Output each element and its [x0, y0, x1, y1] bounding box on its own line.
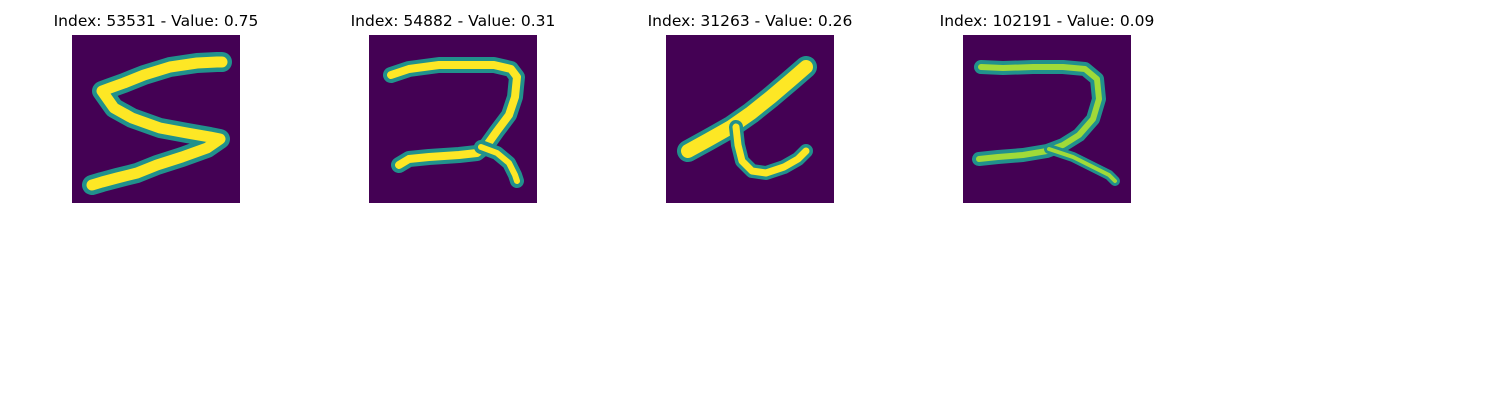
image-panel-4: Index: 102191 - Value: 0.09 — [940, 0, 1154, 210]
image-panel-2: Index: 54882 - Value: 0.31 — [351, 0, 555, 210]
image-panel-3: Index: 31263 - Value: 0.26 — [648, 0, 852, 210]
panel-title: Index: 31263 - Value: 0.26 — [647, 12, 853, 30]
panel-title: Index: 54882 - Value: 0.31 — [350, 12, 556, 30]
digit-image — [963, 35, 1131, 203]
panel-title: Index: 102191 - Value: 0.09 — [939, 12, 1155, 30]
digit-image — [666, 35, 834, 203]
digit-image — [369, 35, 537, 203]
image-panel-1: Index: 53531 - Value: 0.75 — [54, 0, 258, 210]
digit-image — [72, 35, 240, 203]
panel-title: Index: 53531 - Value: 0.75 — [53, 12, 259, 30]
